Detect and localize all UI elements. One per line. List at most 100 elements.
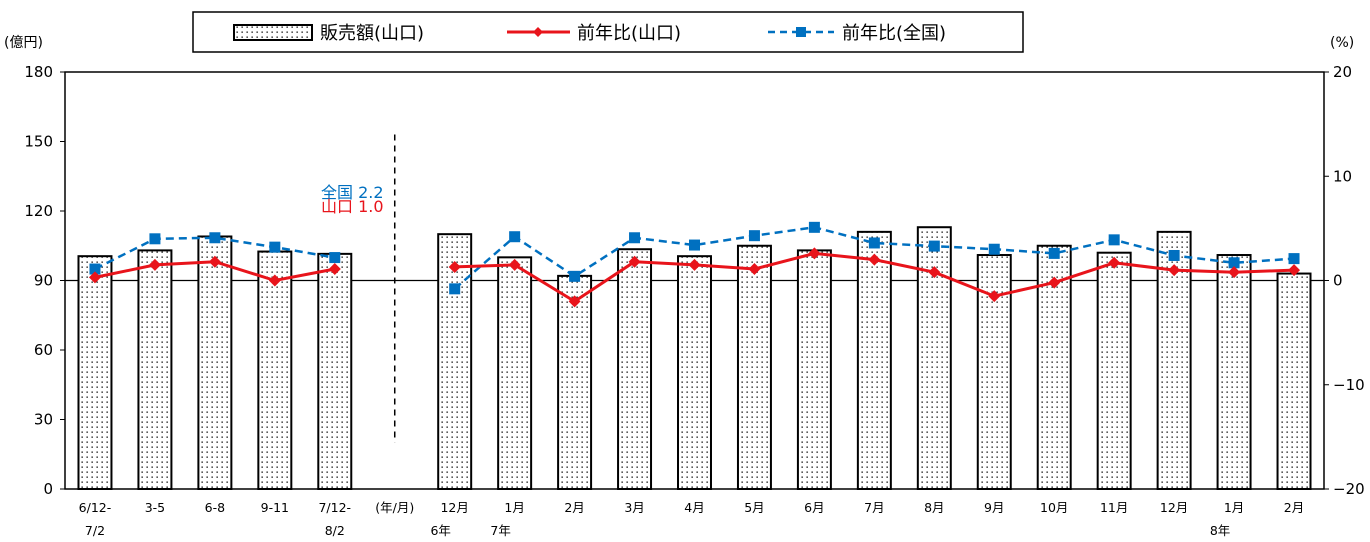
bar-sales [1276, 272, 1312, 490]
point-yamaguchi [88, 271, 101, 284]
x-tick-label: 7/2 [85, 523, 105, 538]
x-tick-label: 9月 [984, 500, 1004, 515]
point-yamaguchi [628, 255, 641, 268]
point-national [1288, 253, 1300, 265]
point-national [449, 283, 461, 295]
legend-label-national: 前年比(全国) [842, 23, 946, 44]
bar-sales [1096, 251, 1132, 490]
point-national [988, 243, 1000, 255]
point-national [1168, 249, 1180, 261]
bar-sales [736, 244, 772, 490]
y-tick-label-left: 0 [43, 480, 53, 498]
point-yamaguchi [1168, 264, 1181, 277]
point-national [748, 230, 760, 242]
bar-sales [677, 255, 712, 490]
y-tick-label-left: 120 [24, 202, 53, 220]
line-national [453, 226, 1295, 290]
bar-sales [437, 233, 473, 490]
point-yamaguchi [688, 258, 701, 271]
bar-sales [137, 249, 173, 490]
point-yamaguchi [1048, 276, 1061, 289]
x-tick-label: 7月 [864, 500, 884, 515]
x-tick-label: 10月 [1040, 500, 1068, 515]
y-tick-label-right: −20 [1333, 480, 1365, 498]
point-national [569, 270, 581, 282]
x-tick-label: 11月 [1100, 500, 1128, 515]
point-national [689, 239, 700, 251]
point-yamaguchi [868, 253, 881, 266]
point-yamaguchi [328, 263, 341, 276]
point-yamaguchi [568, 295, 581, 308]
y-tick-label-right: −10 [1333, 376, 1365, 394]
legend-label-yamaguchi: 前年比(山口) [577, 23, 681, 44]
point-yamaguchi [268, 274, 281, 287]
x-tick-label: 7年 [490, 523, 510, 538]
point-yamaguchi [148, 258, 161, 271]
x-tick-label: 9-11 [261, 500, 289, 515]
annotation-national: 全国 2.2 [321, 183, 384, 202]
x-tick-label: 6/12- [79, 500, 112, 515]
x-tick-label: 8月 [924, 500, 944, 515]
x-tick-label: 8/2 [325, 523, 345, 538]
point-yamaguchi [988, 290, 1001, 303]
y-tick-label-left: 30 [34, 411, 53, 429]
y-tick-label-right: 0 [1333, 272, 1343, 290]
legend: 販売額(山口) 前年比(山口) 前年比(全国) [192, 11, 1024, 53]
annotation-yamaguchi: 山口 1.0 [321, 197, 384, 216]
y-tick-label-left: 180 [24, 63, 53, 81]
x-tick-label: 6年 [430, 523, 450, 538]
y-tick-label-left: 90 [34, 272, 53, 290]
bar-sales [617, 248, 653, 490]
point-national [89, 263, 101, 275]
y-tick-label-left: 150 [24, 133, 53, 151]
point-yamaguchi [748, 263, 761, 276]
point-yamaguchi [508, 258, 521, 271]
point-national [629, 232, 641, 244]
point-yamaguchi [208, 255, 221, 268]
x-tick-label: 2月 [1284, 500, 1304, 515]
line-national [94, 236, 336, 271]
point-national [269, 241, 281, 253]
bars [77, 226, 1312, 491]
lines [88, 221, 1301, 308]
x-tick-label: 6-8 [205, 500, 225, 515]
bar-sales [317, 252, 353, 490]
y-axis-unit-right: (%) [1330, 35, 1354, 51]
x-tick-label: 7/12- [318, 500, 351, 515]
x-tick-label: (年/月) [375, 500, 414, 515]
x-tick-labels: 6/12- 7/2 3-5 6-8 9-11 7/12- 8/2 (年/月) 12月 6年 1月 7年… [79, 500, 1305, 538]
legend-label-sales: 販売額(山口) [320, 23, 424, 44]
x-tick-label: 4月 [684, 500, 704, 515]
point-yamaguchi [1288, 264, 1301, 277]
bar-sales [197, 235, 233, 490]
x-tick-label: 12月 [440, 500, 468, 515]
y-tick-label-right: 10 [1333, 167, 1352, 185]
y-axis-unit-left: (億円) [4, 35, 43, 51]
legend-frame [192, 11, 1024, 53]
bar-sales [77, 255, 113, 490]
point-yamaguchi [808, 247, 821, 260]
bar-sales [257, 250, 293, 490]
bar-sales [557, 274, 593, 490]
x-tick-label: 6月 [804, 500, 824, 515]
x-tick-label: 5月 [744, 500, 764, 515]
point-national [808, 221, 820, 233]
point-yamaguchi [928, 266, 941, 279]
point-national [329, 252, 341, 264]
point-national [209, 232, 221, 244]
point-national [149, 233, 161, 245]
x-tick-label: 3月 [624, 500, 644, 515]
point-national [928, 240, 940, 252]
point-yamaguchi [1108, 256, 1121, 269]
bar-sales [1216, 254, 1252, 490]
point-national [509, 231, 521, 243]
bar-sales [497, 256, 533, 491]
point-yamaguchi [1228, 266, 1241, 279]
point-national [868, 237, 880, 249]
legend-marker-national [796, 27, 806, 37]
bar-sales [796, 249, 832, 490]
point-national [1228, 257, 1240, 269]
x-tick-label: 8年 [1210, 523, 1230, 538]
point-yamaguchi [448, 260, 461, 273]
